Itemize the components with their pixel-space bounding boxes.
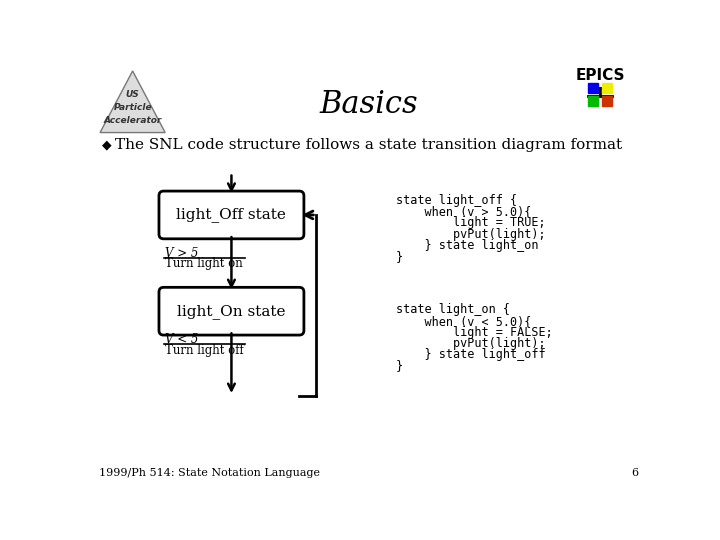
Text: when (v < 5.0){: when (v < 5.0){ bbox=[396, 315, 531, 328]
Text: The SNL code structure follows a state transition diagram format: The SNL code structure follows a state t… bbox=[114, 138, 622, 152]
Bar bbox=[588, 83, 598, 92]
FancyBboxPatch shape bbox=[159, 287, 304, 335]
Text: pvPut(light);: pvPut(light); bbox=[396, 228, 546, 241]
Text: Basics: Basics bbox=[320, 89, 418, 120]
Text: }: } bbox=[396, 250, 403, 263]
Text: light_On state: light_On state bbox=[177, 304, 286, 319]
Text: ◆: ◆ bbox=[102, 138, 112, 151]
Polygon shape bbox=[100, 71, 165, 132]
Text: Turn light off: Turn light off bbox=[165, 344, 244, 357]
Text: Accelerator: Accelerator bbox=[104, 116, 162, 125]
Text: EPICS: EPICS bbox=[575, 68, 625, 83]
Text: when (v > 5.0){: when (v > 5.0){ bbox=[396, 205, 531, 218]
Text: light = FALSE;: light = FALSE; bbox=[396, 326, 553, 339]
Text: 1999/Ph 514: State Notation Language: 1999/Ph 514: State Notation Language bbox=[99, 468, 320, 478]
Bar bbox=[602, 83, 612, 92]
Text: light_Off state: light_Off state bbox=[176, 207, 287, 222]
Text: state light_off {: state light_off { bbox=[396, 194, 517, 207]
Text: V > 5: V > 5 bbox=[165, 247, 199, 260]
Bar bbox=[602, 96, 612, 106]
Text: 6: 6 bbox=[631, 468, 639, 478]
Text: Turn light on: Turn light on bbox=[165, 258, 243, 271]
Text: US: US bbox=[126, 90, 140, 99]
Text: } state light_on: } state light_on bbox=[396, 239, 539, 252]
Bar bbox=[588, 96, 598, 106]
Text: light = TRUE;: light = TRUE; bbox=[396, 217, 546, 230]
Text: } state light_off: } state light_off bbox=[396, 348, 546, 361]
Text: Particle: Particle bbox=[113, 103, 152, 112]
Text: V < 5: V < 5 bbox=[165, 333, 199, 346]
Text: }: } bbox=[396, 359, 403, 372]
Text: pvPut(light);: pvPut(light); bbox=[396, 337, 546, 350]
FancyBboxPatch shape bbox=[159, 191, 304, 239]
Text: state light_on {: state light_on { bbox=[396, 303, 510, 316]
